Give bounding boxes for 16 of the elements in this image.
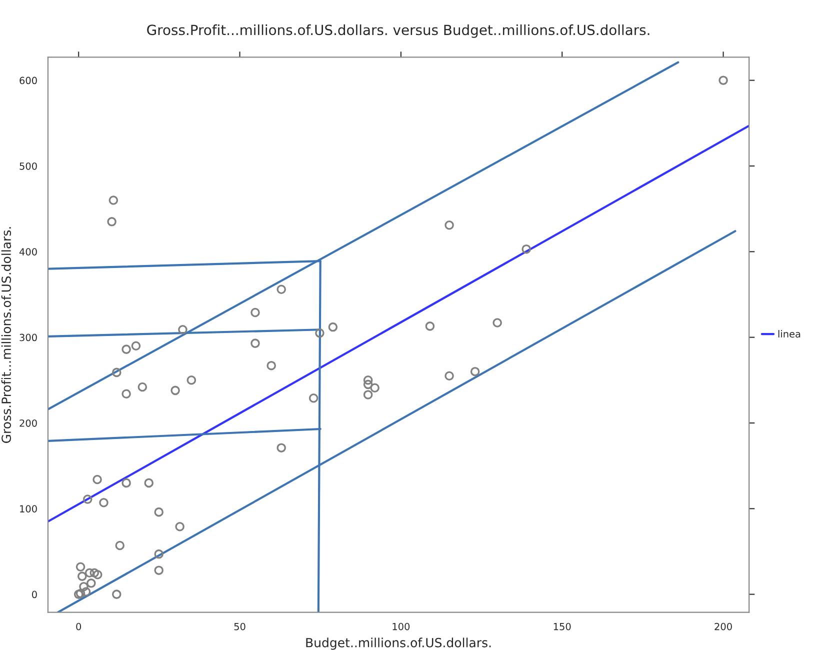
- y-tick-label: 500: [20, 162, 37, 170]
- y-tick-label: 100: [20, 505, 37, 512]
- x-tick-label: 50: [234, 622, 246, 630]
- legend-label: linea: [778, 330, 800, 338]
- y-tick-label: 400: [19, 248, 37, 256]
- x-axis-title: Budget..millions.of.US.dollars.: [306, 638, 491, 650]
- y-tick-label: 200: [20, 419, 37, 427]
- y-tick-label: 300: [20, 334, 37, 342]
- y-axis-title: Gross.Profit...millions.of.US.dollars.: [1, 227, 12, 443]
- x-tick-label: 200: [714, 622, 732, 630]
- chart-title: Gross.Profit...millions.of.US.dollars. versus Budget..millions.of.US.dollars.: [147, 24, 650, 38]
- x-tick-label: 100: [392, 622, 410, 630]
- x-tick-label: 0: [76, 622, 82, 630]
- y-tick-label: 600: [20, 76, 37, 84]
- x-tick-label: 150: [554, 622, 571, 630]
- y-tick-label: 0: [32, 590, 37, 598]
